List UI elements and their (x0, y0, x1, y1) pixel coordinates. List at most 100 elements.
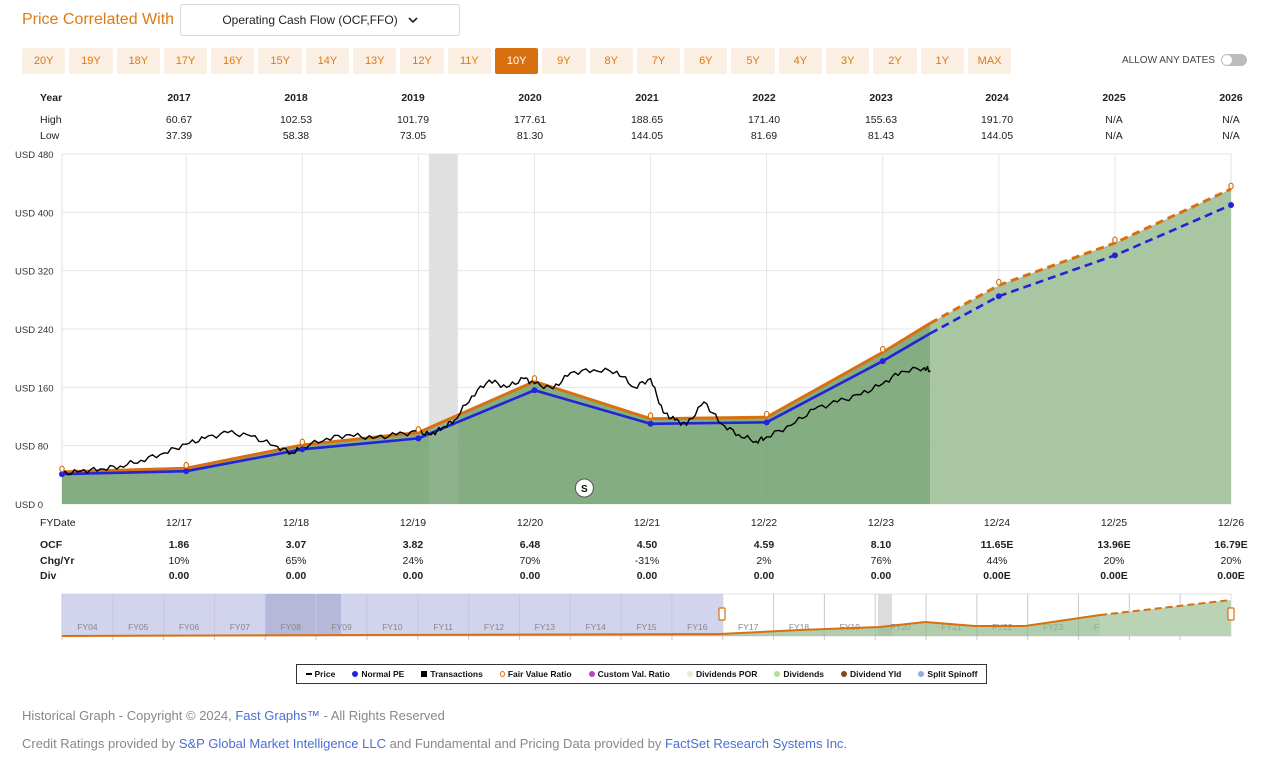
legend-marker-icon (686, 671, 693, 677)
year-cell: 2020 (518, 92, 542, 104)
correlation-dropdown[interactable]: Operating Cash Flow (OCF,FFO) (180, 4, 460, 36)
range-button-20y[interactable]: 20Y (22, 48, 66, 74)
legend-item-dividends-por[interactable]: Dividends POR (686, 669, 757, 679)
range-button-1y[interactable]: 1Y (920, 48, 964, 74)
low-cell: 58.38 (282, 130, 310, 142)
overview-selection (265, 594, 341, 636)
chg-cell: -31% (634, 555, 660, 567)
factset-link[interactable]: FactSet Research Systems Inc. (664, 736, 848, 751)
overview-year-label: FY11 (433, 622, 453, 632)
range-button-11y[interactable]: 11Y (447, 48, 491, 74)
normal-pe-point (1111, 252, 1118, 259)
range-button-6y[interactable]: 6Y (684, 48, 728, 74)
range-button-5y[interactable]: 5Y (731, 48, 775, 74)
fair-value-point (59, 465, 65, 473)
year-cell: 2018 (284, 92, 308, 104)
legend-item-price[interactable]: Price (305, 669, 336, 679)
legend-item-custom-val-ratio[interactable]: Custom Val. Ratio (588, 669, 670, 679)
range-button-3y[interactable]: 3Y (826, 48, 870, 74)
legend-item-transactions[interactable]: Transactions (421, 669, 483, 679)
fair-value-point (299, 438, 306, 446)
sp-global-link[interactable]: S&P Global Market Intelligence LLC (178, 736, 386, 751)
y-tick-label: USD 240 (15, 325, 54, 336)
year-row-label: Year (40, 92, 63, 104)
legend-item-dividend-yld[interactable]: Dividend Yld (841, 669, 901, 679)
range-button-16y[interactable]: 16Y (211, 48, 255, 74)
range-button-18y[interactable]: 18Y (116, 48, 160, 74)
legend-marker-icon (499, 671, 505, 677)
range-button-9y[interactable]: 9Y (542, 48, 586, 74)
div-cell: 0.00E (1100, 570, 1128, 582)
range-button-4y[interactable]: 4Y (778, 48, 823, 74)
range-button-14y[interactable]: 14Y (305, 48, 350, 74)
chg-cell: 20% (1220, 555, 1242, 567)
legend-item-split-spinoff[interactable]: Split Spinoff (918, 669, 977, 679)
ocf-cell: 1.86 (168, 539, 190, 551)
range-button-15y[interactable]: 15Y (258, 48, 302, 74)
overview-year-label: FY13 (535, 622, 556, 632)
legend-label: Price (314, 669, 336, 679)
normal-pe-point (995, 293, 1002, 300)
fair-value-point (183, 461, 190, 469)
chg-cell: 2% (756, 555, 772, 567)
page-title: Price Correlated With (22, 11, 175, 28)
ocf-cell: 16.79E (1214, 539, 1248, 551)
legend-item-dividends[interactable]: Dividends (774, 669, 824, 679)
legend-marker-icon (918, 671, 925, 677)
overview-window[interactable] (62, 594, 722, 636)
legend-item-normal-pe[interactable]: Normal PE (352, 669, 404, 679)
allow-any-dates-label: ALLOW ANY DATES (1122, 54, 1215, 66)
normal-pe-point (183, 468, 190, 475)
year-row: Year 2017 2018 2019 2020 2021 2022 2023 2024 202… (0, 92, 1266, 106)
normal-pe-point (59, 471, 65, 478)
normal-pe-point (415, 435, 422, 442)
credits-mid: and Fundamental and Pricing Data provide… (389, 736, 662, 751)
range-button-7y[interactable]: 7Y (636, 48, 681, 74)
year-cell: 2022 (752, 92, 776, 104)
ocf-cell: 11.65E (980, 539, 1014, 551)
chg-label: Chg/Yr (40, 555, 75, 567)
fair-value-point (1228, 182, 1234, 190)
price-chart[interactable]: S USD 0 USD 80 USD 160 USD 240 USD 320 USD 400… (0, 148, 1266, 648)
ocf-cell: 8.10 (870, 539, 892, 551)
normal-pe-point (879, 358, 886, 365)
chg-cell: 24% (402, 555, 424, 567)
allow-any-dates[interactable]: ALLOW ANY DATES (1122, 54, 1247, 66)
overview-handle-left[interactable] (718, 607, 726, 621)
rights-text: - All Rights Reserved (323, 708, 445, 723)
chg-cell: 20% (1103, 555, 1125, 567)
legend-label: Custom Val. Ratio (597, 669, 670, 679)
legend-label: Dividend Yld (850, 669, 902, 679)
fast-graphs-link[interactable]: Fast Graphs™ (235, 708, 320, 723)
legend-item-fair-value-ratio[interactable]: Fair Value Ratio (499, 669, 572, 679)
high-cell: 171.40 (747, 114, 781, 126)
ocf-row: OCF 1.86 3.07 3.82 6.48 4.50 4.59 8.10 11.65E 13… (0, 539, 1266, 553)
range-button-17y[interactable]: 17Y (163, 48, 208, 74)
allow-any-dates-toggle[interactable] (1221, 54, 1247, 66)
div-cell: 0.00 (753, 570, 775, 582)
split-marker[interactable] (574, 478, 594, 498)
ocf-cell: 3.07 (285, 539, 307, 551)
dropdown-value: Operating Cash Flow (OCF,FFO) (222, 13, 398, 27)
legend-label: Split Spinoff (927, 669, 978, 679)
overview-year-label: FY05 (128, 622, 149, 632)
range-button-19y[interactable]: 19Y (69, 48, 113, 74)
year-cell: 2017 (167, 92, 191, 104)
range-button-10y[interactable]: 10Y (494, 48, 539, 74)
overview-year-label: FY14 (586, 622, 607, 632)
chevron-down-icon (408, 17, 418, 24)
low-cell: 81.43 (867, 130, 895, 142)
credits-prefix: Credit Ratings provided by (22, 736, 176, 751)
range-button-12y[interactable]: 12Y (400, 48, 444, 74)
low-cell: 73.05 (399, 130, 427, 142)
ocf-cell: 6.48 (519, 539, 541, 551)
range-button-8y[interactable]: 8Y (589, 48, 633, 74)
range-button-13y[interactable]: 13Y (353, 48, 397, 74)
fydate-cell: 12/21 (633, 517, 661, 529)
overview-handle-right[interactable] (1227, 607, 1235, 621)
fair-value-point (879, 345, 886, 353)
fydate-cell: 12/20 (516, 517, 544, 529)
range-button-2y[interactable]: 2Y (873, 48, 917, 74)
overview-year-label: FY19 (840, 622, 861, 632)
range-button-max[interactable]: MAX (967, 48, 1012, 74)
